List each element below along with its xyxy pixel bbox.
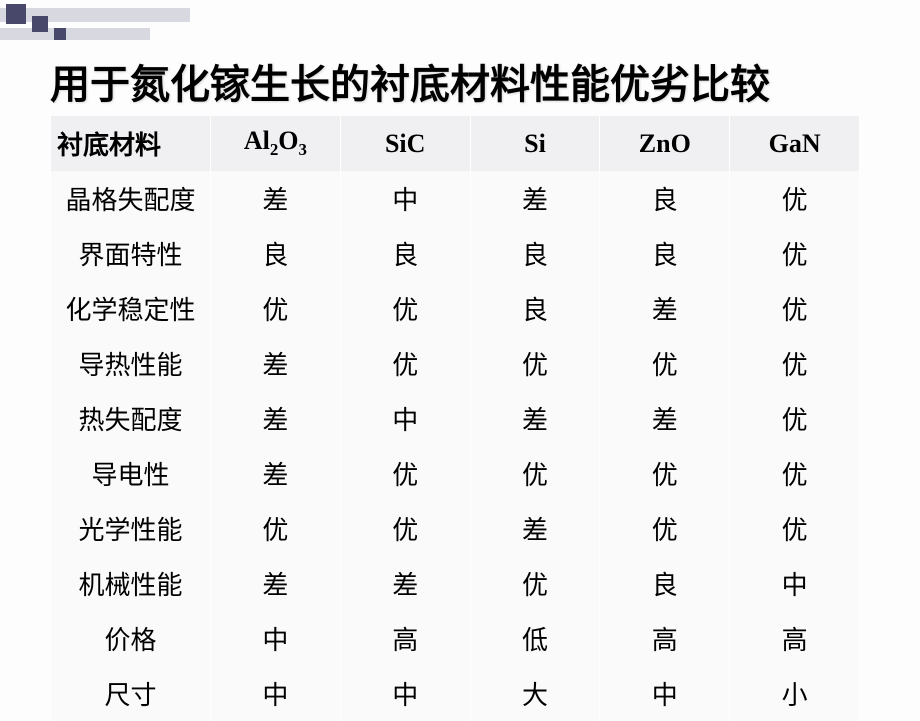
- row-label: 导电性: [51, 446, 211, 501]
- row-label: 价格: [51, 611, 211, 666]
- cell: 优: [600, 336, 730, 391]
- cell: 良: [211, 226, 341, 281]
- cell: 优: [211, 281, 341, 336]
- cell: 差: [470, 391, 600, 446]
- cell: 中: [211, 611, 341, 666]
- table-row: 机械性能 差 差 优 良 中: [51, 556, 860, 611]
- cell: 优: [340, 501, 470, 556]
- corner-decoration: [0, 0, 250, 50]
- cell: 优: [470, 446, 600, 501]
- cell: 良: [470, 226, 600, 281]
- cell: 优: [340, 446, 470, 501]
- cell: 良: [600, 556, 730, 611]
- cell: 差: [340, 556, 470, 611]
- cell: 中: [730, 556, 860, 611]
- header-si: Si: [470, 116, 600, 171]
- cell: 优: [730, 336, 860, 391]
- row-label: 尺寸: [51, 666, 211, 721]
- cell: 良: [600, 226, 730, 281]
- cell: 良: [600, 171, 730, 226]
- header-substrate: 衬底材料: [51, 116, 211, 171]
- table-row: 导热性能 差 优 优 优 优: [51, 336, 860, 391]
- cell: 优: [730, 226, 860, 281]
- cell: 差: [211, 556, 341, 611]
- cell: 差: [600, 391, 730, 446]
- cell: 差: [211, 171, 341, 226]
- cell: 高: [730, 611, 860, 666]
- cell: 优: [730, 171, 860, 226]
- cell: 中: [211, 666, 341, 721]
- table-row: 尺寸 中 中 大 中 小: [51, 666, 860, 721]
- cell: 优: [730, 501, 860, 556]
- cell: 高: [340, 611, 470, 666]
- cell: 优: [340, 281, 470, 336]
- row-label: 导热性能: [51, 336, 211, 391]
- comparison-table: 衬底材料 Al2O3 SiC Si ZnO GaN 晶格失配度 差 中 差 良 …: [50, 116, 860, 721]
- cell: 差: [211, 391, 341, 446]
- table-row: 热失配度 差 中 差 差 优: [51, 391, 860, 446]
- cell: 优: [211, 501, 341, 556]
- cell: 中: [340, 391, 470, 446]
- cell: 中: [340, 666, 470, 721]
- header-al2o3: Al2O3: [211, 116, 341, 171]
- table-header-row: 衬底材料 Al2O3 SiC Si ZnO GaN: [51, 116, 860, 171]
- cell: 优: [340, 336, 470, 391]
- table-body: 晶格失配度 差 中 差 良 优 界面特性 良 良 良 良 优 化学稳定性 优 优…: [51, 171, 860, 721]
- cell: 差: [600, 281, 730, 336]
- slide-content: 用于氮化镓生长的衬底材料性能优劣比较 衬底材料 Al2O3 SiC Si ZnO…: [0, 0, 920, 721]
- cell: 中: [340, 171, 470, 226]
- header-zno: ZnO: [600, 116, 730, 171]
- row-label: 机械性能: [51, 556, 211, 611]
- cell: 差: [211, 336, 341, 391]
- header-sic: SiC: [340, 116, 470, 171]
- cell: 优: [730, 391, 860, 446]
- cell: 优: [600, 446, 730, 501]
- table-row: 价格 中 高 低 高 高: [51, 611, 860, 666]
- cell: 小: [730, 666, 860, 721]
- row-label: 热失配度: [51, 391, 211, 446]
- cell: 差: [211, 446, 341, 501]
- table-row: 化学稳定性 优 优 良 差 优: [51, 281, 860, 336]
- row-label: 晶格失配度: [51, 171, 211, 226]
- cell: 低: [470, 611, 600, 666]
- table-row: 光学性能 优 优 差 优 优: [51, 501, 860, 556]
- table-row: 界面特性 良 良 良 良 优: [51, 226, 860, 281]
- row-label: 界面特性: [51, 226, 211, 281]
- cell: 差: [470, 171, 600, 226]
- table-row: 导电性 差 优 优 优 优: [51, 446, 860, 501]
- row-label: 化学稳定性: [51, 281, 211, 336]
- table-row: 晶格失配度 差 中 差 良 优: [51, 171, 860, 226]
- cell: 优: [730, 446, 860, 501]
- cell: 优: [600, 501, 730, 556]
- cell: 良: [340, 226, 470, 281]
- cell: 优: [730, 281, 860, 336]
- cell: 差: [470, 501, 600, 556]
- row-label: 光学性能: [51, 501, 211, 556]
- cell: 大: [470, 666, 600, 721]
- cell: 良: [470, 281, 600, 336]
- cell: 高: [600, 611, 730, 666]
- cell: 中: [600, 666, 730, 721]
- slide-title: 用于氮化镓生长的衬底材料性能优劣比较: [50, 60, 870, 110]
- cell: 优: [470, 336, 600, 391]
- cell: 优: [470, 556, 600, 611]
- header-gan: GaN: [730, 116, 860, 171]
